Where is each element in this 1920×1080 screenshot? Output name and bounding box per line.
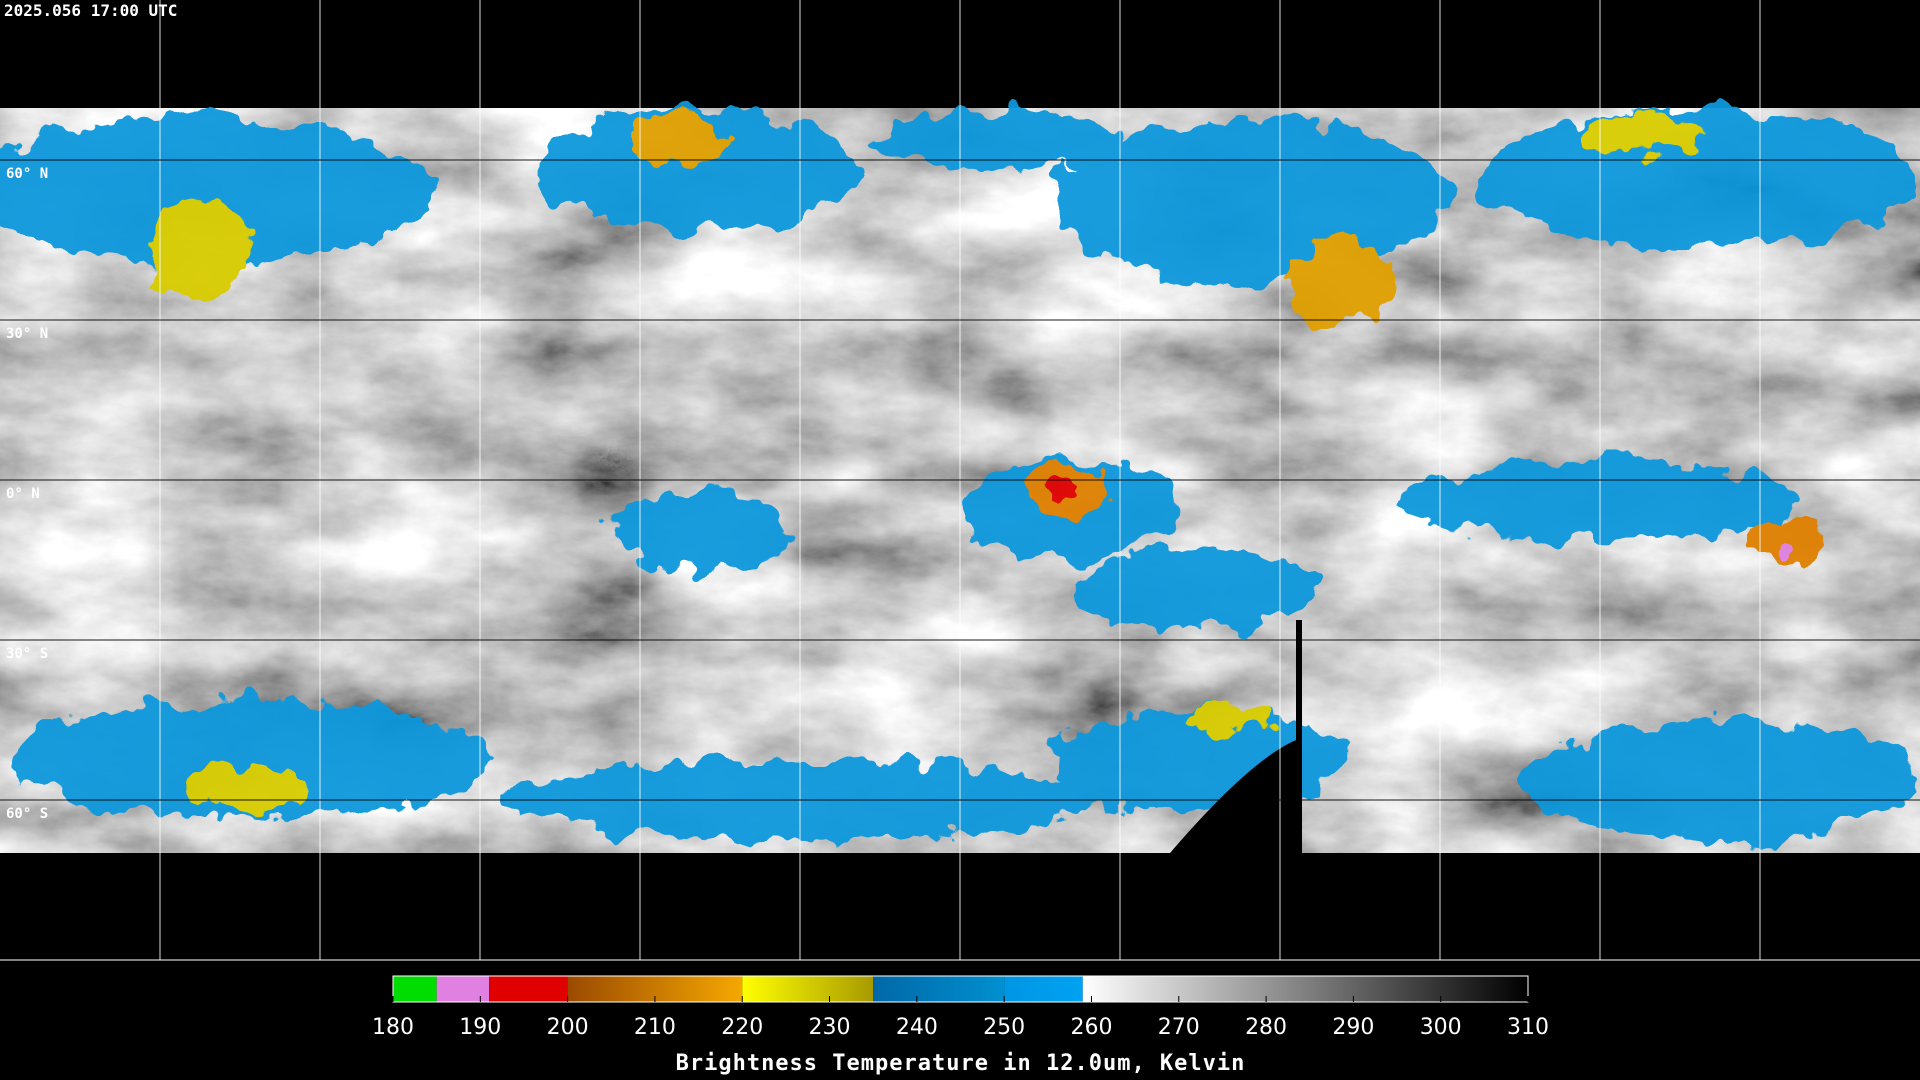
colorbar-frame [392, 975, 1529, 1003]
colorbar-tick-label: 240 [896, 1015, 938, 1040]
latitude-label: 0° N [6, 486, 40, 502]
colorbar-segment [873, 976, 1005, 1002]
latitude-label: 30° S [6, 646, 48, 662]
colorbar-tick-label: 280 [1245, 1015, 1287, 1040]
colorbar-tick-label: 300 [1420, 1015, 1462, 1040]
latitude-label: 60° S [6, 806, 48, 822]
graticule [159, 0, 1761, 960]
colorbar-tick-label: 270 [1158, 1015, 1200, 1040]
timestamp: 2025.056 17:00 UTC [4, 1, 177, 20]
colorbar-segment [436, 976, 490, 1002]
data-gap [1170, 620, 1302, 853]
latitude-label: 60° N [6, 166, 48, 182]
colorbar-segment [1082, 976, 1528, 1002]
latitude-label: 30° N [6, 326, 48, 342]
colorbar-tick-label: 200 [547, 1015, 589, 1040]
colorbar-tick-label: 180 [372, 1015, 414, 1040]
colorbar-tick-label: 250 [983, 1015, 1025, 1040]
colorbar-tick-label: 260 [1070, 1015, 1112, 1040]
colorbar-tick-label: 230 [809, 1015, 851, 1040]
colorbar-title: Brightness Temperature in 12.0um, Kelvin [676, 1051, 1246, 1076]
colorbar-tick-label: 290 [1332, 1015, 1374, 1040]
colorbar-tick-label: 190 [459, 1015, 501, 1040]
colorbar-segment [393, 976, 437, 1002]
colorbar-tick-label: 310 [1507, 1015, 1549, 1040]
colorbar-segment [489, 976, 568, 1002]
colorbar-segment [742, 976, 874, 1002]
colorbar-tick-label: 220 [721, 1015, 763, 1040]
colorbar-segment [1004, 976, 1083, 1002]
colorbar-tick-label: 210 [634, 1015, 676, 1040]
